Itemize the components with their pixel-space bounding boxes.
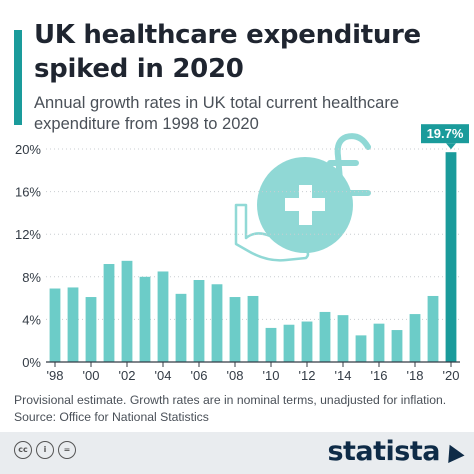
note-text: Provisional estimate. Growth rates are i… <box>14 393 447 407</box>
bar-2009 <box>247 295 259 362</box>
y-tick-label: 20% <box>15 142 41 157</box>
bar-2010 <box>265 327 277 362</box>
healthcare-cost-illustration <box>234 133 371 262</box>
y-tick-label: 12% <box>15 227 41 242</box>
grid-lines <box>46 148 460 320</box>
x-tick-label: '20 <box>443 368 460 383</box>
bar-1998 <box>49 288 61 362</box>
x-tick-label: '10 <box>263 368 280 383</box>
bar-2008 <box>229 297 241 362</box>
y-tick-label: 16% <box>15 185 41 200</box>
statista-logo: statista <box>327 436 440 467</box>
chart-title: UK healthcare expenditure spiked in 2020 <box>34 20 421 84</box>
bar-chart: 0% 4% 8% 12% 16% 20% '98 '00 '02 '04 '06 '08 '10 '12 '… <box>15 124 469 383</box>
cc-icon: cc <box>14 441 32 459</box>
illustration-pound-icon <box>327 133 371 196</box>
attribution-icon: i <box>36 441 54 459</box>
x-tick-label: '00 <box>83 368 100 383</box>
statista-logo-mark <box>441 440 465 464</box>
x-tick-label: '08 <box>227 368 244 383</box>
bar-2001 <box>103 264 115 362</box>
bar-2002 <box>121 260 133 362</box>
highlight-label-box <box>421 124 469 144</box>
bar-2003 <box>139 276 151 362</box>
title-accent-bar <box>14 30 22 125</box>
x-tick-label: '02 <box>119 368 136 383</box>
bar-2006 <box>193 279 205 362</box>
footer-bar: cc i = statista <box>0 432 474 474</box>
illustration-plus-vertical <box>299 185 312 225</box>
x-tick-label: '14 <box>335 368 352 383</box>
y-tick-label: 8% <box>22 270 41 285</box>
bar-2017 <box>391 330 403 362</box>
bar-2000 <box>85 297 97 362</box>
x-tick-label: '04 <box>155 368 172 383</box>
bar-2012 <box>301 321 313 362</box>
bar-2007 <box>211 284 223 362</box>
bar-2016 <box>373 323 385 362</box>
x-tick-label: '12 <box>299 368 316 383</box>
bar-2015 <box>355 335 367 362</box>
chart-subtitle: Annual growth rates in UK total current … <box>34 94 400 133</box>
bar-2018 <box>409 314 421 362</box>
source-text: Source: Office for National Statistics <box>14 410 209 424</box>
bar-2005 <box>175 293 187 362</box>
bars <box>49 152 457 362</box>
y-tick-label: 4% <box>22 312 41 327</box>
x-tick-label: '16 <box>371 368 388 383</box>
axes: 0% 4% 8% 12% 16% 20% '98 '00 '02 '04 '06 '08 '10 '12 '… <box>15 142 460 383</box>
x-tick-label: '06 <box>191 368 208 383</box>
bar-2013 <box>319 311 331 362</box>
bar-2011 <box>283 324 295 362</box>
data-labels: 19.7% <box>421 124 469 150</box>
highlight-label-pointer <box>446 143 456 150</box>
bar-2019 <box>427 295 439 362</box>
chart-note: Provisional estimate. Growth rates are i… <box>14 392 469 426</box>
bar-1999 <box>67 287 79 362</box>
y-tick-label: 0% <box>22 355 41 370</box>
bar-2014 <box>337 315 349 362</box>
x-tick-label: '98 <box>47 368 64 383</box>
bar-2004 <box>157 271 169 362</box>
bar-2020 <box>445 152 457 362</box>
no-derivatives-icon: = <box>58 441 76 459</box>
x-tick-label: '18 <box>407 368 424 383</box>
highlight-label: 19.7% <box>427 126 464 141</box>
